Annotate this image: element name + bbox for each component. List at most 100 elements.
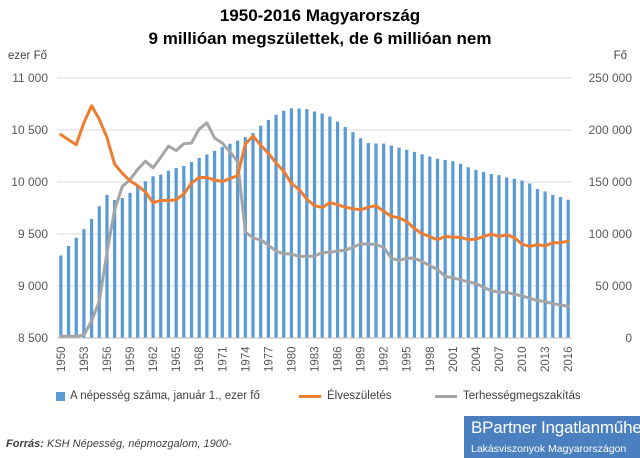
left-axis-tick-label: 9 000 xyxy=(18,279,48,293)
brand-logo: BPartner Ingatlanműhely Lakásviszonyok M… xyxy=(464,416,640,458)
population-bar xyxy=(89,218,94,338)
x-axis-tick-label: 1998 xyxy=(425,346,437,372)
population-bar xyxy=(512,178,516,338)
population-bar xyxy=(320,113,324,339)
x-axis-tick-label: 1980 xyxy=(286,346,298,372)
population-bar xyxy=(497,175,501,338)
population-bar xyxy=(59,255,63,338)
population-bar xyxy=(451,161,455,338)
source-note: Forrás: KSH Népesség, népmozgalom, 1900- xyxy=(6,438,232,450)
x-axis-tick-label: 1965 xyxy=(171,346,183,372)
legend-label-population: A népesség száma, január 1., ezer fő xyxy=(70,390,260,402)
population-bar xyxy=(551,194,555,338)
population-bar xyxy=(243,137,247,338)
population-bar xyxy=(143,181,148,338)
x-axis-tick-label: 1956 xyxy=(102,346,114,372)
left-axis-tick-label: 10 500 xyxy=(11,123,48,137)
population-bar xyxy=(359,138,363,338)
population-bar xyxy=(128,192,132,338)
population-bar xyxy=(66,246,71,338)
population-bar xyxy=(212,150,217,338)
population-bar xyxy=(297,108,301,338)
legend-swatch-population xyxy=(56,391,65,401)
population-bar xyxy=(113,200,117,338)
population-bar xyxy=(528,183,532,338)
population-bar xyxy=(259,125,263,339)
x-axis-tick-label: 1953 xyxy=(79,346,91,372)
x-axis-tick-label: 1986 xyxy=(333,346,345,372)
brand-tagline: Lakásviszonyok Magyarországon xyxy=(471,443,627,455)
source-label: Forrás: xyxy=(6,438,44,450)
chart-title-line2: 9 millióan megszülettek, de 6 millióan n… xyxy=(148,29,492,48)
right-axis-tick-label: 250 000 xyxy=(589,71,633,85)
population-bar xyxy=(351,132,355,338)
right-axis-tick-label: 200 000 xyxy=(589,123,633,137)
x-axis-tick-label: 1989 xyxy=(356,346,368,372)
population-bar xyxy=(412,151,417,338)
births-line xyxy=(59,104,570,248)
population-bar xyxy=(236,140,240,338)
legend-label-abortions: Terhességmegszakítás xyxy=(463,390,581,402)
population-bar xyxy=(97,206,101,338)
right-axis-tick-label: 100 000 xyxy=(589,227,633,241)
population-bar xyxy=(535,189,540,338)
population-bar xyxy=(174,168,178,338)
population-bar xyxy=(420,154,424,338)
x-axis-tick-label: 2004 xyxy=(471,346,483,372)
population-bar xyxy=(566,199,570,338)
population-bar xyxy=(182,165,186,338)
population-bar xyxy=(205,154,209,338)
x-axis-tick-label: 1968 xyxy=(194,346,206,372)
left-axis-unit: ezer Fő xyxy=(8,50,47,62)
chart-title-line1: 1950-2016 Magyarország xyxy=(219,6,421,25)
population-bar xyxy=(136,186,140,338)
x-axis-tick-label: 1974 xyxy=(240,346,252,372)
population-bar xyxy=(228,143,232,338)
population-bar xyxy=(197,157,201,338)
population-bar xyxy=(82,229,86,338)
population-bar xyxy=(151,176,155,338)
population-bar xyxy=(405,149,409,338)
right-axis-tick-label: 0 xyxy=(625,331,632,345)
legend-swatch-abortions xyxy=(435,394,457,398)
x-axis-tick-label: 2010 xyxy=(517,346,529,372)
legend-swatch-births xyxy=(299,394,321,398)
population-bar xyxy=(374,143,378,338)
population-bar xyxy=(474,169,478,338)
x-axis-tick-label: 1983 xyxy=(310,346,322,372)
legend-item-abortions: Terhességmegszakítás xyxy=(435,390,581,402)
population-bar xyxy=(458,163,463,338)
population-bar xyxy=(159,174,163,338)
population-bar xyxy=(251,133,255,338)
brand-name-rest: Ingatlanműhely xyxy=(541,418,640,437)
x-axis-tick-label: 1971 xyxy=(217,346,229,372)
population-bar xyxy=(274,114,278,338)
population-bar xyxy=(335,121,340,339)
brand-name-bold: BPartner xyxy=(471,418,537,437)
left-axis-tick-label: 9 500 xyxy=(18,227,48,241)
source-text: KSH Népesség, népmozgalom, 1900- xyxy=(43,438,232,450)
right-axis-tick-label: 50 000 xyxy=(595,279,632,293)
left-axis-tick-label: 10 000 xyxy=(11,175,48,189)
population-bar xyxy=(558,196,563,338)
x-axis-tick-label: 1995 xyxy=(402,346,414,372)
population-bar xyxy=(312,111,317,338)
population-bar xyxy=(105,194,109,338)
population-bar xyxy=(481,171,486,338)
population-bar xyxy=(266,119,270,338)
x-axis-tick-label: 1959 xyxy=(125,346,137,372)
x-axis-tick-label: 1977 xyxy=(263,346,275,372)
population-bar xyxy=(382,143,386,338)
population-bar xyxy=(343,126,347,338)
left-axis-tick-label: 8 500 xyxy=(18,331,48,345)
right-axis-tick-label: 150 000 xyxy=(589,175,633,189)
x-axis-tick-label: 2013 xyxy=(540,346,552,372)
population-bar xyxy=(166,170,171,338)
population-bar xyxy=(366,143,370,338)
population-bar xyxy=(189,162,194,338)
legend-item-population: A népesség száma, január 1., ezer fő xyxy=(56,390,260,402)
population-bar xyxy=(389,145,393,338)
x-axis-tick-label: 2001 xyxy=(448,346,460,372)
population-bar xyxy=(282,110,286,338)
